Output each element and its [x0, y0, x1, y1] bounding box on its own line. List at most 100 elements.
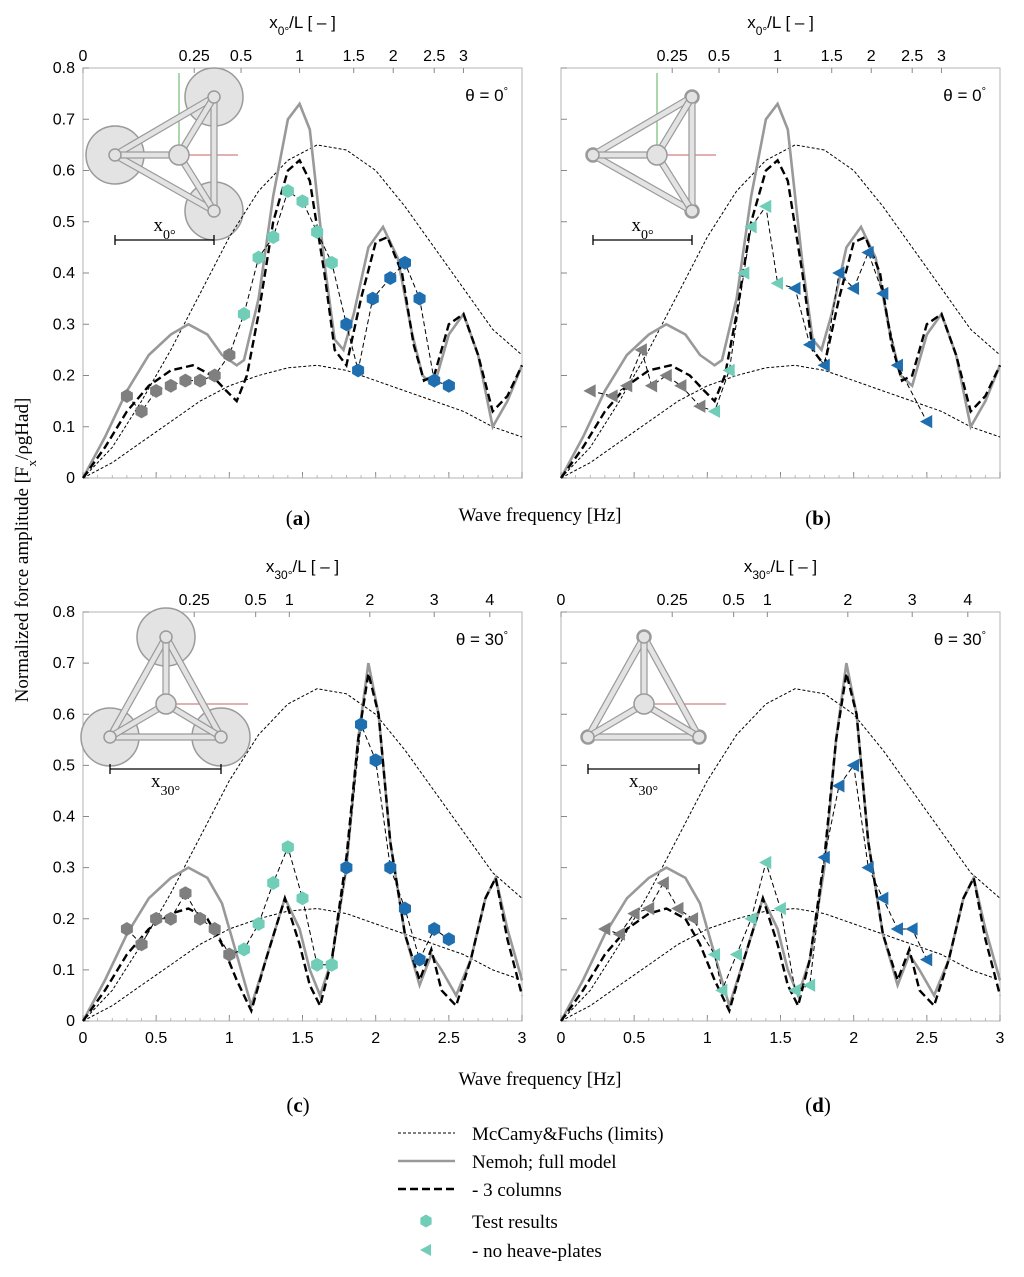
x-tick-label: 1 [703, 1030, 712, 1047]
chart-panel-d: 0 0.5 1 1.5 2 2.5 3 0 0.25 0.5 1 2 3 4 x30°/L [ – ] θ =… [557, 557, 1005, 1117]
data-point [693, 399, 706, 413]
legend-swatch [420, 1214, 432, 1228]
data-point [905, 922, 918, 936]
data-point [620, 379, 633, 393]
top-tick-label: 0 [79, 48, 88, 65]
data-point [890, 358, 903, 372]
x-tick-label: 3 [996, 1030, 1005, 1047]
data-point [802, 978, 816, 992]
data-point [428, 373, 441, 388]
data-point [674, 379, 687, 393]
series-mccamy-fuchs-lower [560, 364, 1001, 479]
x-tick-label: 1 [225, 1030, 234, 1047]
data-point [135, 404, 148, 419]
data-point [252, 250, 265, 265]
top-tick-label: 2 [843, 592, 852, 609]
y-tick-label: 0.4 [53, 265, 75, 282]
pontoon [210, 96, 218, 212]
data-point [817, 850, 830, 865]
data-point [311, 957, 324, 972]
data-point [428, 922, 441, 936]
top-tick-label: 1 [773, 48, 782, 65]
legend-item: Nemoh; full model [398, 1152, 617, 1173]
column-top [685, 90, 699, 104]
data-point [179, 373, 192, 388]
data-point [135, 937, 148, 952]
data-point [832, 266, 845, 280]
series-mccamy-fuchs-upper [560, 144, 1001, 479]
data-point [325, 957, 338, 972]
x-tick-label: 2 [849, 1030, 858, 1047]
data-point [354, 717, 368, 732]
data-point [296, 194, 309, 209]
data-point [744, 912, 757, 926]
data-point [120, 922, 133, 936]
panel-label: (b) [805, 506, 831, 530]
data-point [919, 952, 933, 967]
top-tick-label: 4 [485, 592, 494, 609]
data-point [296, 891, 309, 906]
series-3-columns [82, 673, 524, 1022]
data-point [164, 378, 177, 393]
top-tick-label: 0.25 [179, 592, 210, 609]
data-point [861, 860, 874, 875]
legend: McCamy&Fuchs (limits) Nemoh; full model - … [398, 1124, 664, 1262]
data-point [237, 307, 251, 321]
y-tick-label: 0.8 [53, 60, 75, 77]
top-tick-label: 3 [459, 48, 468, 65]
column-top [581, 730, 595, 744]
top-axis-label: x30°/L [ – ] [744, 557, 817, 582]
series-mccamy-fuchs-lower [82, 907, 523, 1022]
data-point [237, 942, 251, 957]
legend-label: Nemoh; full model [472, 1152, 617, 1173]
data-point [267, 876, 280, 890]
measurement-line [604, 764, 928, 993]
center-column [633, 693, 655, 715]
data-point [223, 947, 236, 962]
data-point [612, 927, 625, 941]
x-tick-label: 0 [557, 1030, 566, 1047]
series-nemoh-full-model [559, 101, 1002, 479]
y-tick-label: 0.3 [53, 316, 75, 333]
series-nemoh-full-model [81, 101, 524, 479]
data-point [919, 414, 933, 429]
x-tick-label: 1.5 [769, 1030, 791, 1047]
top-tick-label: 0.25 [657, 48, 688, 65]
data-point [659, 368, 672, 383]
center-column [168, 144, 190, 166]
panel-label: (a) [286, 506, 311, 530]
y-tick-label: 0.7 [53, 655, 75, 672]
plot-frame [82, 67, 523, 479]
column-top [207, 204, 221, 218]
data-point [598, 922, 611, 936]
y-axis-label: Normalized force amplitude [Fx/ρgHad] [12, 398, 39, 703]
top-axis-label: x0°/L [ – ] [747, 13, 814, 38]
data-point [656, 876, 669, 890]
data-point [311, 225, 324, 239]
y-tick-label: 0.7 [53, 111, 75, 128]
x-tick-label: 2 [371, 1030, 380, 1047]
data-point [788, 281, 801, 296]
data-point [846, 281, 860, 296]
data-point [788, 983, 801, 997]
top-tick-label: 0.25 [657, 592, 688, 609]
dimension-label: x30° [151, 771, 180, 799]
platform-diagram: x0° [585, 73, 716, 245]
data-point [352, 363, 365, 378]
data-point [398, 255, 412, 270]
top-tick-label: 0.5 [723, 592, 745, 609]
data-point [164, 911, 177, 926]
legend-item: Test results [420, 1212, 558, 1233]
y-tick-label: 0.5 [53, 214, 75, 231]
data-point [413, 291, 426, 306]
data-point [685, 912, 699, 926]
y-tick-label: 0.3 [53, 860, 75, 877]
data-point [252, 916, 265, 931]
panels: 00.10.20.30.40.50.60.70.80 0.25 0.5 1 1.5 2 2.… [53, 13, 1005, 1117]
platform-diagram: x30° [80, 607, 251, 799]
legend-label: McCamy&Fuchs (limits) [472, 1124, 664, 1145]
top-tick-label: 1 [295, 48, 304, 65]
data-point [223, 348, 236, 362]
data-point [583, 384, 596, 398]
data-point [744, 220, 757, 234]
